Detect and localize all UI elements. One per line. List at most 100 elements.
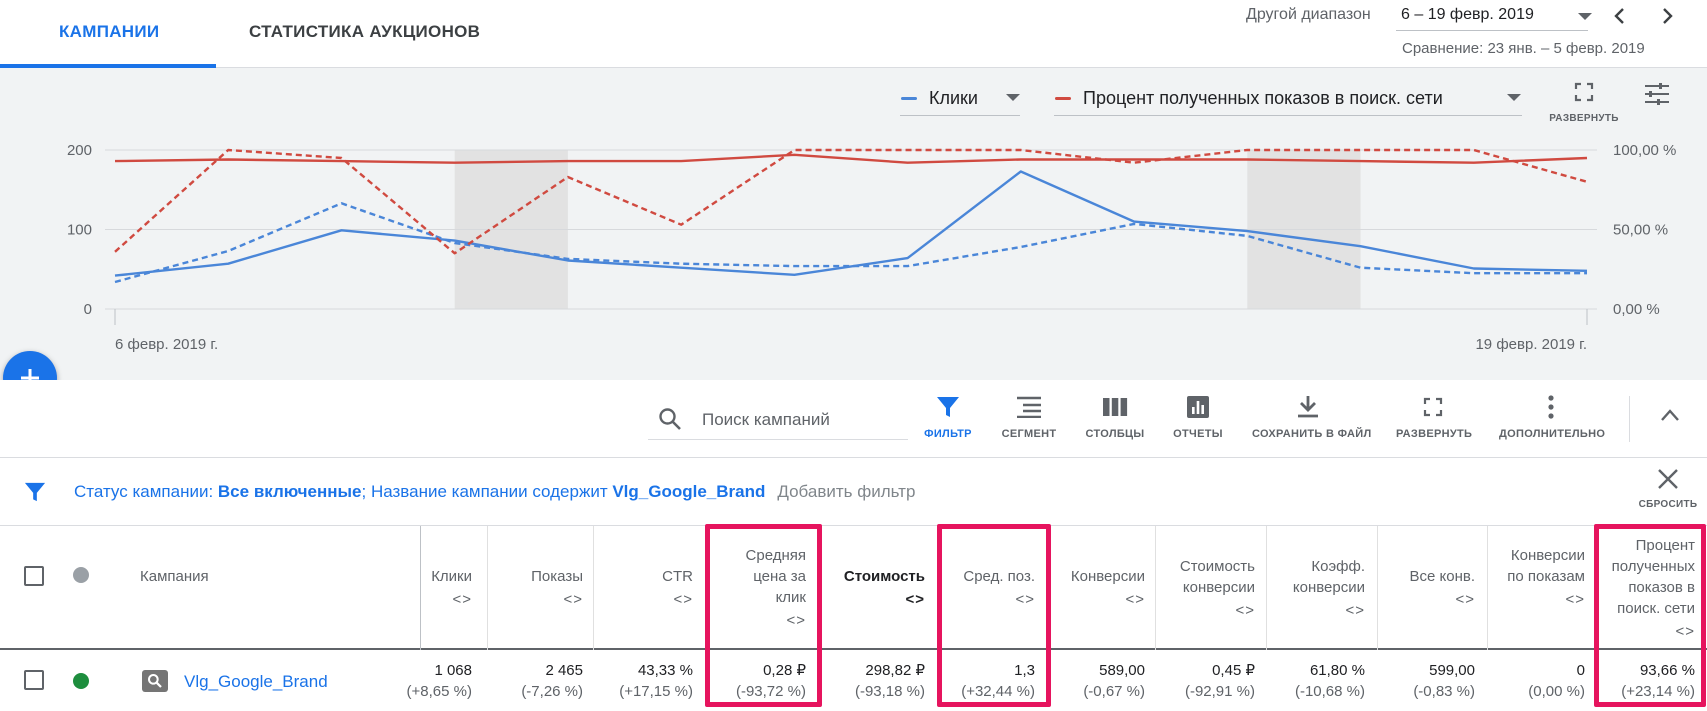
add-filter-link[interactable]: Добавить фильтр bbox=[777, 482, 916, 501]
cost-per-conversion-delta: (-92,91 %) bbox=[1184, 683, 1255, 700]
chart-settings-icon[interactable] bbox=[1644, 82, 1670, 111]
performance-chart: 0 0,00 % 100 50,00 % 200 100,00 % 6 февр. 2019… bbox=[67, 142, 1676, 353]
column-header-conversion-rate[interactable]: Коэфф. конверсии <> bbox=[1270, 556, 1365, 621]
impressions-value: 2 465 bbox=[545, 662, 583, 679]
metric-selector-clicks[interactable]: Клики bbox=[901, 88, 978, 109]
ctr-delta: (+17,15 %) bbox=[619, 683, 693, 700]
campaign-name-link[interactable]: Vlg_Google_Brand bbox=[184, 672, 328, 691]
column-header-ctr[interactable]: CTR <> bbox=[596, 566, 693, 610]
sort-icon[interactable]: <> bbox=[673, 591, 693, 608]
column-header-conversions[interactable]: Конверсии <> bbox=[1050, 566, 1145, 610]
clicks-delta: (+8,65 %) bbox=[406, 683, 472, 700]
column-separator bbox=[1377, 526, 1378, 650]
avg-position-header-label: Сред. поз. bbox=[963, 568, 1035, 585]
x-tick-label-start: 6 февр. 2019 г. bbox=[115, 336, 218, 353]
column-header-impressions[interactable]: Показы <> bbox=[490, 566, 583, 610]
fullscreen-icon bbox=[1574, 82, 1594, 102]
sort-icon[interactable]: <> bbox=[1015, 591, 1035, 608]
filter-status-value: Все включенные bbox=[217, 482, 362, 501]
sort-icon[interactable]: <> bbox=[1455, 591, 1475, 608]
cell-avg-position: 1,3 (+32,44 %) bbox=[940, 660, 1035, 702]
conversion-rate-value: 61,80 % bbox=[1309, 662, 1365, 679]
segment-button-label: СЕГМЕНТ bbox=[1001, 428, 1057, 440]
column-header-campaign[interactable]: Кампания bbox=[140, 568, 209, 585]
sort-icon[interactable]: <> bbox=[1125, 591, 1145, 608]
top-bar: КАМПАНИИ СТАТИСТИКА АУКЦИОНОВ Другой диа… bbox=[0, 0, 1707, 68]
reset-filters-button[interactable]: СБРОСИТЬ bbox=[1630, 468, 1706, 510]
cost-header-label: Стоимость bbox=[843, 568, 925, 585]
sort-icon[interactable]: <> bbox=[563, 591, 583, 608]
table-expand-label: РАЗВЕРНУТЬ bbox=[1396, 428, 1473, 440]
impression-share-value: 93,66 % bbox=[1639, 662, 1695, 679]
reports-button[interactable]: ОТЧЕТЫ bbox=[1170, 394, 1226, 440]
download-button[interactable]: СОХРАНИТЬ В ФАЙЛ bbox=[1252, 394, 1371, 440]
chart-expand-button[interactable]: РАЗВЕРНУТЬ bbox=[1544, 82, 1624, 124]
search-icon bbox=[659, 408, 681, 430]
highlight-impression-share bbox=[1594, 524, 1706, 707]
filter-button-label: ФИЛЬТР bbox=[924, 428, 972, 440]
metric1-dropdown-icon[interactable] bbox=[1006, 94, 1020, 101]
metric-selector-impression-share[interactable]: Процент полученных показов в поиск. сети bbox=[1055, 88, 1443, 109]
date-range-dropdown-icon[interactable] bbox=[1578, 13, 1592, 20]
sort-icon[interactable]: <> bbox=[786, 612, 806, 629]
collapse-chart-icon[interactable] bbox=[1660, 408, 1680, 427]
y-left-tick-label: 200 bbox=[67, 142, 92, 159]
performance-chart-panel: 0 0,00 % 100 50,00 % 200 100,00 % 6 февр. 2019… bbox=[0, 68, 1707, 380]
all-conversions-header-label: Все конв. bbox=[1409, 568, 1475, 585]
columns-button-label: СТОЛБЦЫ bbox=[1085, 428, 1145, 440]
date-range-selector[interactable]: 6 – 19 февр. 2019 bbox=[1401, 6, 1534, 23]
column-header-cost[interactable]: Стоимость <> bbox=[822, 566, 925, 610]
column-header-clicks[interactable]: Клики <> bbox=[400, 566, 472, 610]
table-header-row bbox=[0, 526, 1707, 650]
select-all-checkbox[interactable] bbox=[24, 566, 44, 586]
columns-button[interactable]: СТОЛБЦЫ bbox=[1085, 394, 1145, 440]
cost-per-conversion-value: 0,45 ₽ bbox=[1212, 662, 1255, 679]
clicks-legend-swatch bbox=[901, 97, 917, 100]
avg-cpc-value: 0,28 ₽ bbox=[763, 662, 806, 679]
search-input[interactable]: Поиск кампаний bbox=[702, 410, 830, 429]
filter-status-label: Статус кампании: bbox=[74, 482, 218, 501]
sort-icon[interactable]: <> bbox=[452, 591, 472, 608]
cell-cost: 298,82 ₽ (-93,18 %) bbox=[822, 660, 925, 702]
column-header-avg-cpc[interactable]: Средняя цена за клик <> bbox=[720, 545, 806, 631]
sort-icon[interactable]: <> bbox=[1345, 602, 1365, 619]
y-right-tick-label: 50,00 % bbox=[1613, 222, 1668, 239]
column-header-all-conversions[interactable]: Все конв. <> bbox=[1380, 566, 1475, 610]
metric2-dropdown-icon[interactable] bbox=[1507, 94, 1521, 101]
cell-ctr: 43,33 % (+17,15 %) bbox=[596, 660, 693, 702]
table-expand-button[interactable]: РАЗВЕРНУТЬ bbox=[1396, 394, 1473, 440]
active-tab-indicator bbox=[0, 64, 216, 68]
highlight-avg-cpc bbox=[705, 524, 822, 707]
impressions-header-label: Показы bbox=[531, 568, 583, 585]
column-header-impression-share[interactable]: Процент полученных показов в поиск. сети… bbox=[1598, 535, 1695, 642]
tab-campaigns[interactable]: КАМПАНИИ bbox=[59, 22, 160, 41]
column-header-cost-per-conversion[interactable]: Стоимость конверсии <> bbox=[1160, 556, 1255, 621]
sort-icon[interactable]: <> bbox=[1565, 591, 1585, 608]
metric1-underline bbox=[900, 115, 1020, 116]
ctr-header-label: CTR bbox=[662, 568, 693, 585]
column-header-view-through-conversions[interactable]: Конверсии по показам <> bbox=[1495, 545, 1585, 610]
row-checkbox[interactable] bbox=[24, 670, 44, 690]
next-period-icon[interactable] bbox=[1655, 3, 1681, 29]
filter-summary[interactable]: Статус кампании: Все включенные; Названи… bbox=[74, 482, 915, 502]
tab-auction-insights[interactable]: СТАТИСТИКА АУКЦИОНОВ bbox=[249, 22, 481, 41]
filter-button[interactable]: ФИЛЬТР bbox=[924, 394, 972, 440]
reports-button-label: ОТЧЕТЫ bbox=[1173, 428, 1223, 440]
sort-icon[interactable]: <> bbox=[1235, 602, 1255, 619]
status-enabled-icon bbox=[73, 673, 89, 689]
more-button[interactable]: ДОПОЛНИТЕЛЬНО bbox=[1499, 394, 1605, 440]
sort-icon[interactable]: <> bbox=[1675, 623, 1695, 640]
campaign-search[interactable]: Поиск кампаний bbox=[648, 398, 908, 440]
segment-button[interactable]: СЕГМЕНТ bbox=[1001, 394, 1057, 440]
clicks-series-solid bbox=[114, 170, 1588, 277]
column-separator bbox=[1266, 526, 1267, 650]
metric-label-impression-share: Процент полученных показов в поиск. сети bbox=[1083, 88, 1443, 108]
avg-position-delta: (+32,44 %) bbox=[961, 683, 1035, 700]
filter-icon bbox=[937, 397, 959, 417]
date-range-underline bbox=[1396, 30, 1588, 31]
filter-name-label: ; Название кампании содержит bbox=[361, 482, 613, 501]
sort-icon[interactable]: <> bbox=[905, 591, 925, 608]
previous-period-icon[interactable] bbox=[1606, 3, 1632, 29]
column-header-avg-position[interactable]: Сред. поз. <> bbox=[940, 566, 1035, 610]
cell-avg-cpc: 0,28 ₽ (-93,72 %) bbox=[706, 660, 806, 702]
